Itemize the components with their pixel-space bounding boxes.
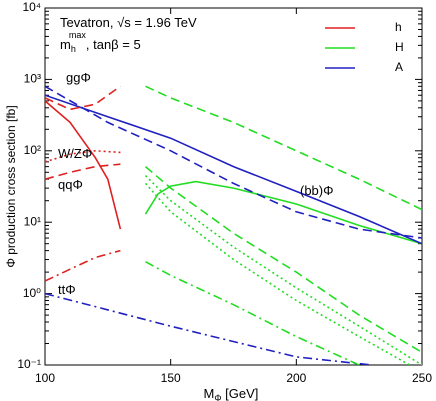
series-line	[144, 165, 422, 354]
annotation-part: (bb)Φ	[300, 183, 334, 198]
x-tick-label: 100	[35, 371, 55, 385]
y-tick-label: 10¹	[24, 214, 41, 228]
series-line	[145, 85, 422, 211]
annotation-part: max	[69, 30, 87, 40]
annotation: Tevatron, √s = 1.96 TeV	[60, 15, 197, 30]
annotation-part: ttΦ	[58, 282, 76, 297]
y-axis-label: Φ production cross section [fb]	[4, 105, 18, 267]
x-tick-label: 250	[412, 371, 432, 385]
y-tick-label: 10⁴	[22, 0, 41, 14]
series-line	[45, 85, 422, 239]
series-line	[45, 249, 121, 282]
y-tick-label: 10⁻¹	[17, 357, 41, 371]
plot-lines	[45, 85, 422, 365]
annotation: ttΦ	[58, 282, 76, 297]
annotation-part: Tevatron, √s = 1.96 TeV	[60, 15, 197, 30]
series-line	[144, 175, 422, 365]
x-axis-label-part: Φ	[214, 393, 221, 401]
series-line	[144, 182, 412, 365]
annotation: qqΦ	[58, 177, 83, 192]
series-line	[45, 85, 121, 111]
x-tick-label: 200	[286, 371, 306, 385]
x-axis-label-part: [GeV]	[222, 386, 259, 401]
legend-label: H	[395, 40, 404, 54]
y-tick-label: 10⁰	[23, 286, 41, 300]
annotation-part: h	[71, 44, 76, 54]
y-tick-label: 10³	[24, 72, 41, 86]
series-line	[45, 94, 422, 245]
series-line	[45, 163, 121, 180]
x-tick-label: 150	[161, 371, 181, 385]
annotation-part: ggΦ	[66, 70, 91, 85]
series-line	[45, 292, 372, 365]
x-axis-label: MΦ [GeV]	[204, 386, 259, 401]
annotation: W/ZΦ	[58, 146, 92, 161]
annotation-part: qqΦ	[58, 177, 83, 192]
annotation: (bb)Φ	[300, 183, 334, 198]
annotation-part: m	[60, 37, 71, 52]
plot-frame	[44, 7, 423, 366]
annotation: mh max, tanβ = 5	[60, 30, 141, 54]
legend-label: A	[395, 60, 403, 74]
annotation: ggΦ	[66, 70, 91, 85]
series-line	[144, 180, 422, 245]
y-tick-label: 10²	[24, 143, 41, 157]
annotation-part: , tanβ = 5	[86, 37, 141, 52]
series-line	[145, 260, 360, 365]
series-line	[45, 100, 122, 230]
annotation-part: W/ZΦ	[58, 146, 92, 161]
x-axis-label-part: M	[204, 386, 215, 401]
legend-label: h	[395, 20, 402, 34]
